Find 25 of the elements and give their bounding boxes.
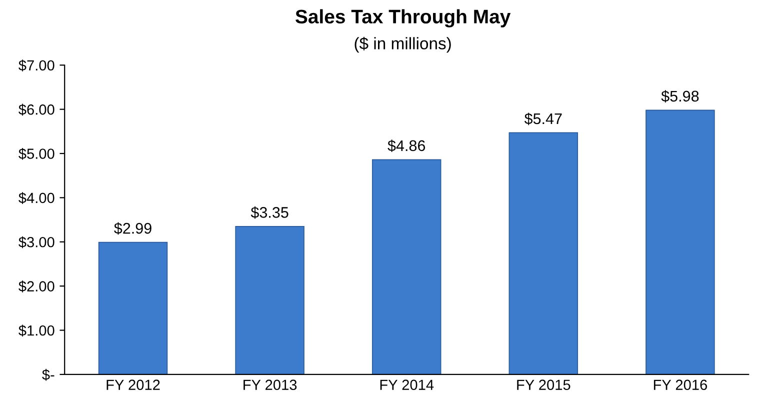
y-tick-label: $2.00: [18, 280, 54, 292]
y-tick-label: $1.00: [18, 324, 54, 337]
data-label: $5.47: [524, 112, 562, 126]
y-tick-label: $5.00: [18, 148, 54, 160]
x-tick-label: FY 2014: [380, 380, 434, 390]
chart-title: Sales Tax Through May: [295, 9, 511, 28]
chart-subtitle: ($ in millions): [354, 36, 451, 53]
y-tick-label: $3.00: [18, 236, 54, 248]
y-tick-label: $6.00: [18, 104, 54, 116]
x-tick-label: FY 2015: [517, 380, 570, 390]
bar: [508, 132, 578, 374]
y-tick-label: $4.00: [18, 192, 54, 204]
y-tick-label: $-: [42, 368, 54, 381]
data-label: $5.98: [661, 90, 699, 103]
bar: [235, 226, 304, 374]
x-tick-label: FY 2016: [654, 380, 707, 390]
data-label: $3.35: [250, 206, 288, 219]
bar: [372, 159, 442, 374]
y-tick-label: $7.00: [18, 60, 54, 72]
x-tick-label: FY 2013: [244, 380, 297, 390]
data-label: $4.86: [388, 140, 426, 152]
bar: [646, 110, 715, 374]
data-label: $2.99: [114, 222, 152, 235]
x-tick-label: FY 2012: [106, 380, 160, 390]
bar: [98, 242, 168, 374]
